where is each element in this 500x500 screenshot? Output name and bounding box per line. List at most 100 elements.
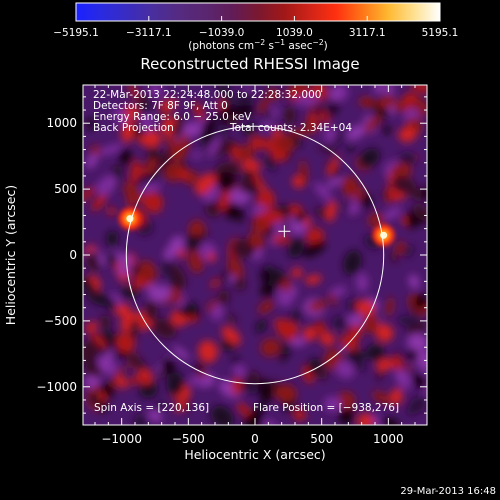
- pattern-blob: [161, 260, 176, 279]
- pattern-blob: [225, 203, 240, 220]
- pattern-blob: [216, 171, 236, 192]
- pattern-blob: [348, 322, 363, 342]
- chart-title: Reconstructed RHESSI Image: [140, 55, 359, 73]
- pattern-blob: [233, 277, 246, 291]
- pattern-blob: [398, 152, 418, 166]
- pattern-blob: [258, 96, 270, 114]
- pattern-blob: [148, 409, 163, 422]
- pattern-blob: [216, 100, 226, 109]
- pattern-blob: [255, 402, 266, 412]
- pattern-blob: [248, 232, 265, 250]
- pattern-blob: [106, 253, 118, 266]
- pattern-blob: [258, 378, 272, 404]
- pattern-blob: [161, 357, 175, 375]
- pattern-blob: [188, 250, 204, 273]
- y-tick-label: −500: [44, 314, 77, 328]
- pattern-blob: [395, 240, 406, 256]
- pattern-blob: [156, 402, 165, 411]
- pattern-blob: [84, 254, 102, 272]
- pattern-blob: [267, 87, 280, 100]
- sun-center-marker: [278, 225, 291, 238]
- pattern-blob: [330, 87, 341, 101]
- pattern-blob: [174, 401, 187, 412]
- pattern-blob: [315, 321, 327, 337]
- pattern-blob: [280, 342, 292, 356]
- pattern-blob: [326, 176, 345, 188]
- pattern-blob: [172, 116, 185, 139]
- pattern-blob: [305, 227, 325, 244]
- pattern-blob: [177, 168, 190, 181]
- pattern-blob: [211, 303, 224, 321]
- pattern-blob: [315, 366, 328, 381]
- pattern-blob: [289, 309, 303, 324]
- pattern-blob: [413, 204, 427, 221]
- pattern-blob: [302, 326, 317, 342]
- creation-date: 29-Mar-2013 16:48: [400, 486, 496, 497]
- pattern-blob: [260, 270, 271, 282]
- pattern-blob: [128, 85, 139, 100]
- pattern-blob: [375, 323, 394, 342]
- pattern-blob: [328, 291, 338, 305]
- pattern-blob: [406, 321, 427, 337]
- pattern-blob: [373, 85, 385, 94]
- pattern-blob: [263, 138, 278, 152]
- solar-limb-circle: [125, 125, 385, 385]
- pattern-blob: [391, 175, 416, 195]
- bright-source: [372, 224, 395, 247]
- pattern-blob: [85, 153, 98, 169]
- pattern-blob: [332, 315, 348, 330]
- pattern-blob: [398, 127, 417, 143]
- pattern-blob: [201, 115, 217, 137]
- pattern-blob: [287, 237, 305, 258]
- pattern-blob: [147, 85, 164, 97]
- pattern-blob: [249, 135, 266, 151]
- pattern-blob: [118, 287, 140, 299]
- pattern-blob: [346, 124, 366, 141]
- pattern-blob: [225, 313, 238, 324]
- pattern-blob: [382, 125, 391, 134]
- pattern-blob: [362, 114, 382, 134]
- pattern-blob: [98, 143, 123, 156]
- pattern-blob: [347, 357, 367, 371]
- pattern-blob: [126, 374, 151, 385]
- pattern-blob: [288, 129, 312, 136]
- pattern-blob: [85, 321, 98, 332]
- pattern-blob: [239, 177, 254, 194]
- y-tick-label: 1000: [46, 116, 77, 130]
- pattern-blob: [255, 319, 267, 334]
- pattern-blob: [330, 286, 347, 297]
- pattern-blob: [356, 272, 369, 292]
- pattern-blob: [406, 396, 426, 416]
- pattern-blob: [230, 105, 255, 118]
- pattern-blob: [368, 212, 385, 228]
- pattern-blob: [264, 155, 277, 172]
- x-axis-label: Heliocentric X (arcsec): [184, 447, 325, 462]
- y-tick-label: −1000: [36, 380, 77, 394]
- image-pattern: [83, 85, 427, 425]
- pattern-blob: [131, 266, 141, 276]
- pattern-blob: [129, 159, 141, 185]
- pattern-blob: [283, 106, 296, 125]
- pattern-blob: [148, 285, 172, 303]
- pattern-blob: [279, 353, 287, 362]
- pattern-blob: [134, 413, 147, 425]
- pattern-blob: [397, 316, 419, 327]
- pattern-blob: [319, 109, 331, 126]
- annotation-detectors: Detectors: 7F 8F 9F, Att 0: [93, 100, 228, 112]
- pattern-blob: [381, 206, 402, 222]
- pattern-blob: [385, 297, 394, 317]
- pattern-blob: [389, 252, 398, 264]
- pattern-blob: [188, 375, 206, 386]
- pattern-blob: [208, 252, 216, 263]
- colorbar-tick-label: 1039.0: [276, 27, 313, 39]
- pattern-blob: [358, 148, 380, 169]
- pattern-blob: [91, 192, 108, 212]
- pattern-blob: [291, 267, 303, 278]
- pattern-blob: [86, 382, 103, 397]
- pattern-blob: [160, 109, 170, 119]
- pattern-blob: [407, 333, 427, 352]
- pattern-blob: [227, 256, 244, 280]
- pattern-blob: [243, 169, 255, 179]
- x-tick-label: 500: [310, 432, 333, 446]
